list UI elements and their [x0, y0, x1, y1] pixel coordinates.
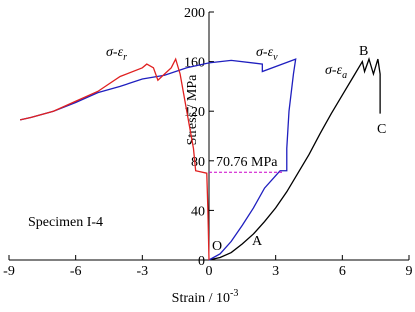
point-label: O	[212, 239, 222, 254]
x-tick-label: 0	[206, 264, 213, 279]
y-tick-label: 0	[198, 254, 205, 269]
y-tick-label: 40	[191, 204, 205, 219]
series-label-sub: v	[273, 52, 278, 63]
x-tick-label: -6	[70, 264, 82, 279]
point-label: A	[252, 234, 263, 249]
point-label: B	[359, 44, 368, 59]
point-label: C	[377, 122, 386, 137]
x-tick-label: 3	[272, 264, 279, 279]
series-label-sub: r	[123, 52, 127, 63]
y-tick-label: 120	[184, 105, 205, 120]
series-label-main: σ-ε	[325, 63, 343, 78]
series-label: σ-εv	[256, 45, 278, 63]
series-label-main: σ-ε	[106, 45, 124, 60]
threshold-label: 70.76 MPa	[216, 155, 278, 170]
x-tick-label: -9	[3, 264, 15, 279]
series-label: σ-εr	[106, 45, 127, 63]
x-axis-label: Strain / 10-3	[172, 288, 239, 306]
series-label-main: σ-ε	[256, 45, 274, 60]
series-line	[19, 57, 210, 261]
series-line	[208, 57, 381, 261]
series-label: σ-εa	[325, 63, 347, 81]
series-line	[19, 58, 297, 261]
x-axis-label-sup: -3	[230, 288, 238, 299]
x-tick-label: 6	[339, 264, 346, 279]
y-tick-label: 80	[191, 155, 205, 170]
x-tick-label: -3	[136, 264, 148, 279]
series-label-sub: a	[342, 70, 347, 81]
x-tick-label: 9	[406, 264, 413, 279]
x-axis-label-main: Strain / 10	[172, 291, 230, 306]
y-axis-label: Stress / MPa	[185, 74, 200, 146]
specimen-label: Specimen I-4	[28, 215, 103, 230]
y-tick-label: 200	[184, 6, 205, 21]
